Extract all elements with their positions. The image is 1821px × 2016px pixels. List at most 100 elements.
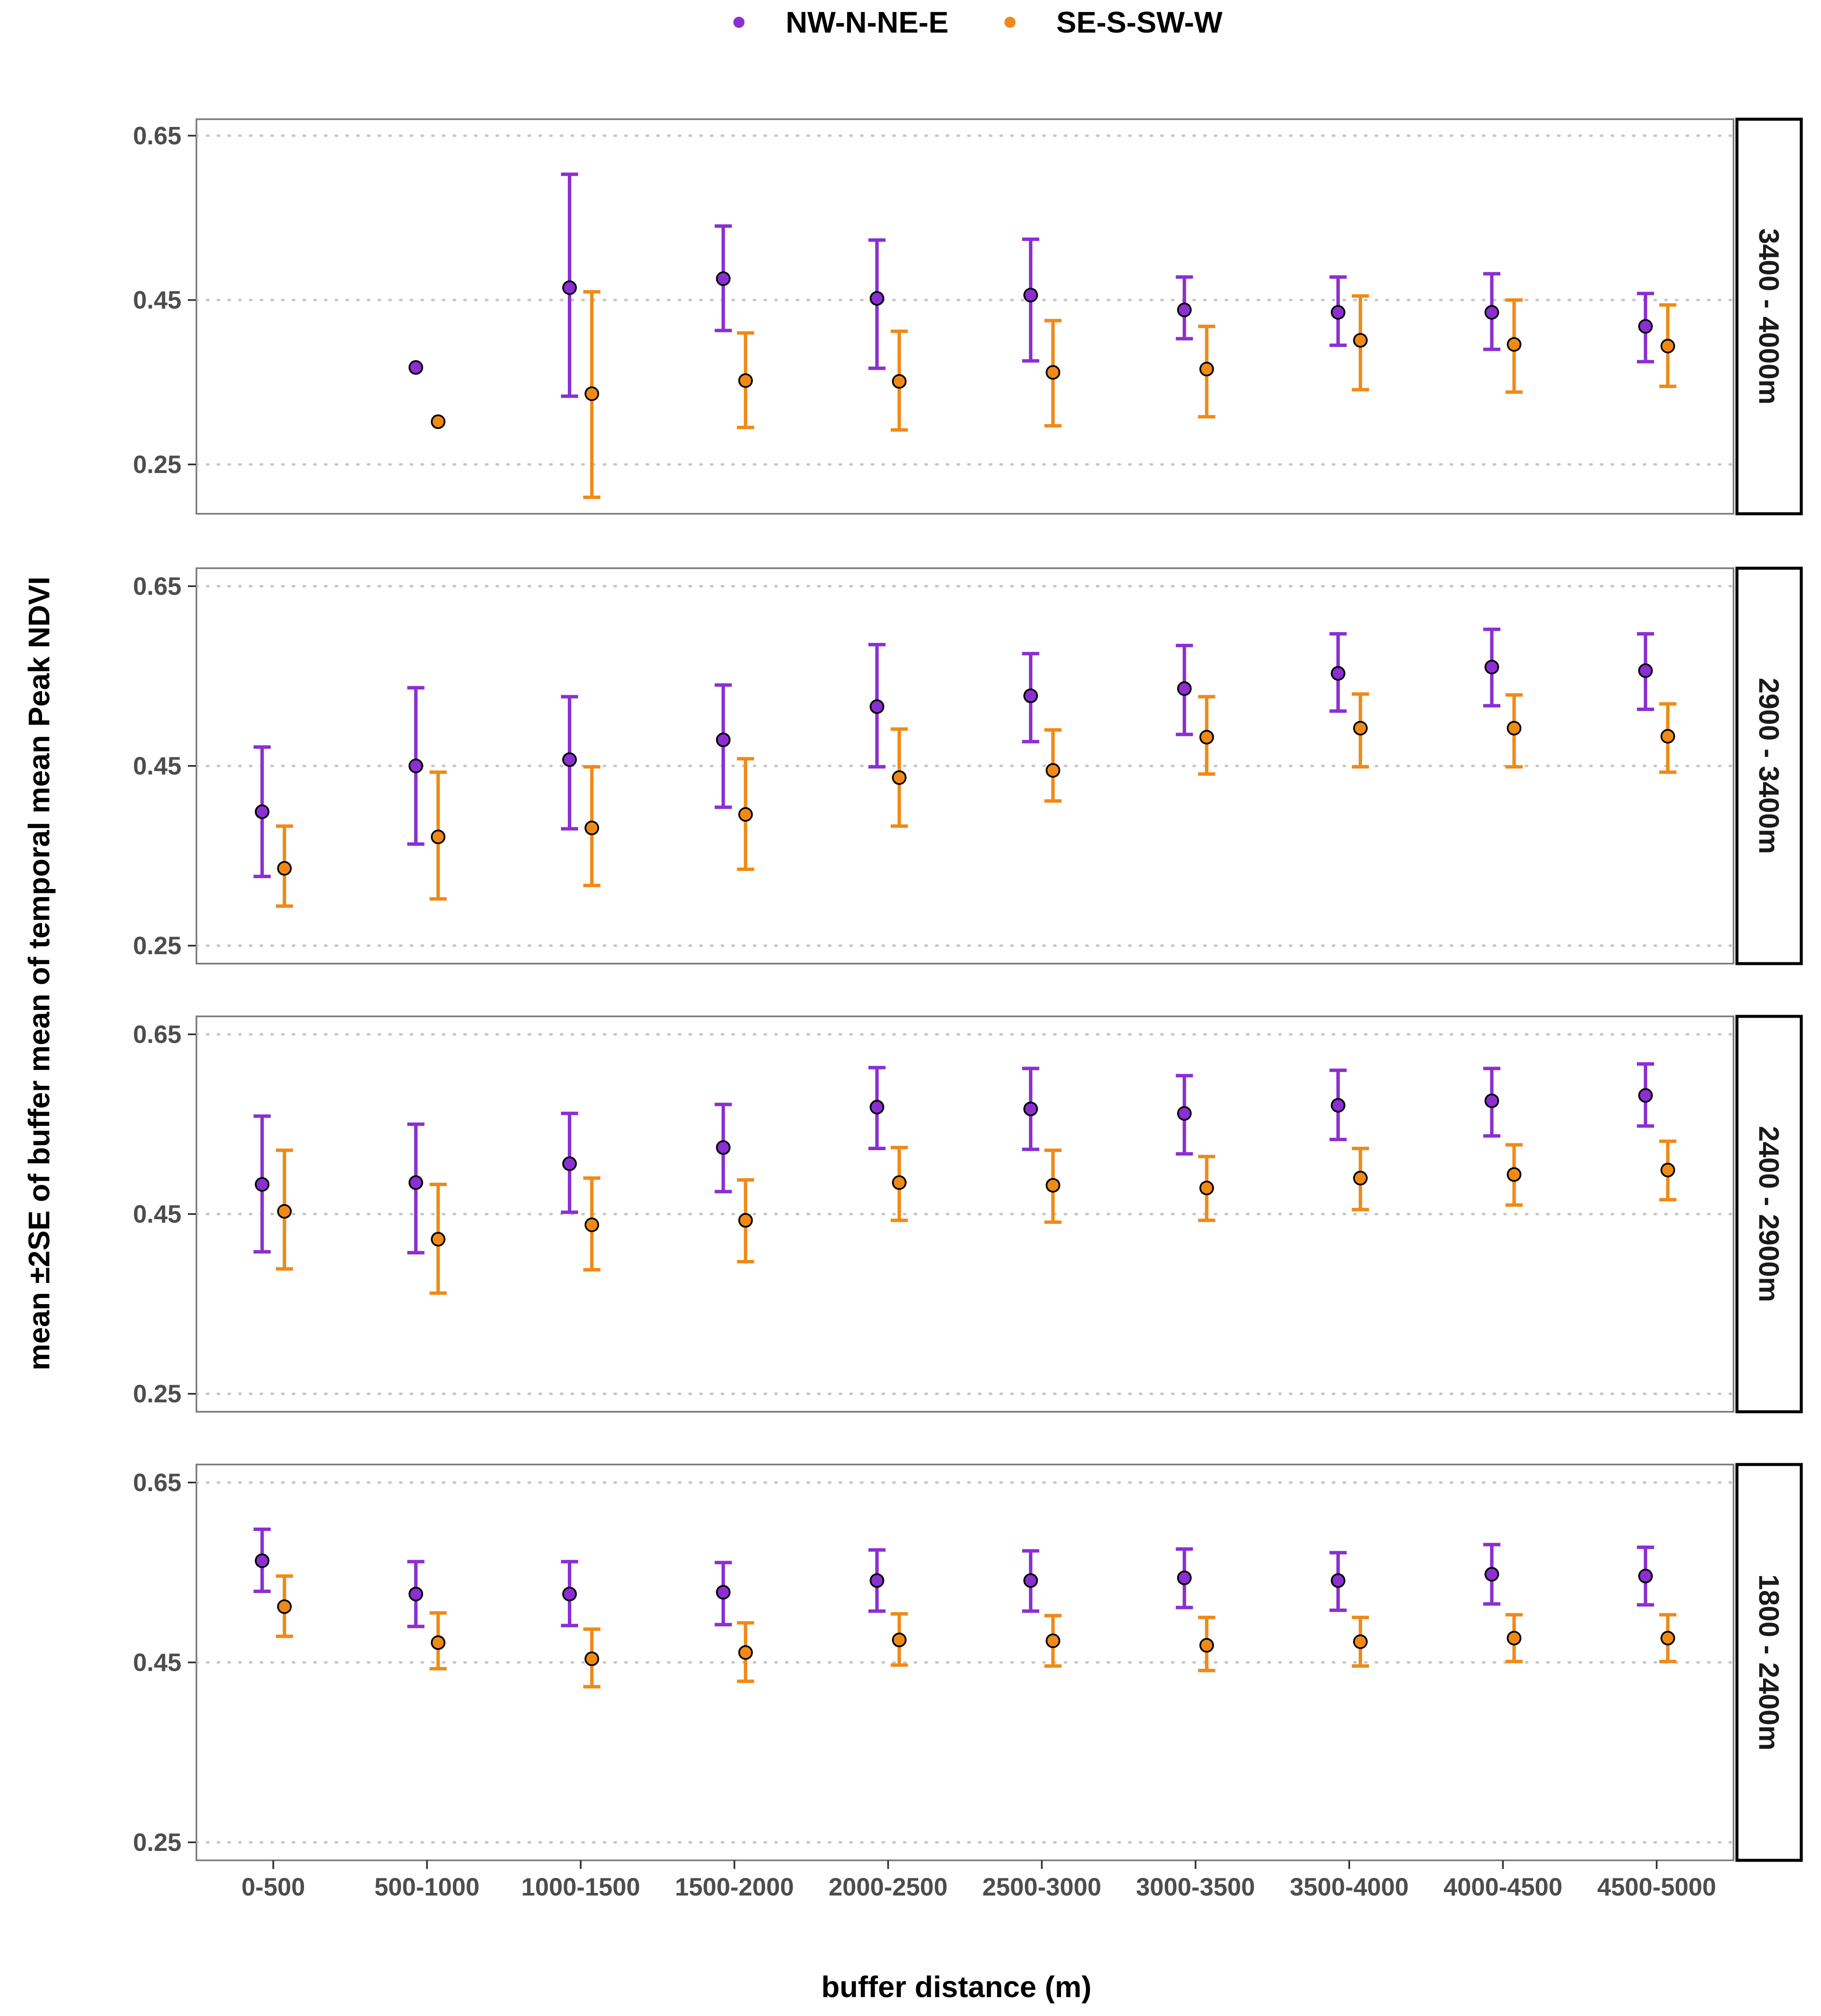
data-point — [277, 1204, 292, 1219]
series-se-s-sw-w — [276, 1139, 1676, 1295]
data-point — [408, 759, 423, 773]
data-point — [738, 373, 753, 388]
panel-2900-3400m: 0.25 0.45 0.65 2900 - 3400m — [133, 567, 1803, 965]
data-point — [408, 360, 423, 375]
y-tick-label: 0.45 — [133, 1649, 181, 1677]
y-tick-label: 0.45 — [133, 752, 181, 780]
data-point — [1484, 1093, 1499, 1108]
data-point — [277, 1599, 292, 1614]
facet-strip — [1735, 567, 1803, 965]
data-point — [1046, 1633, 1061, 1648]
legend-marker-nw — [733, 17, 745, 28]
panel-3400-4000m: 0.25 0.45 0.65 3400 - 4000m — [133, 118, 1803, 515]
data-point — [869, 1100, 884, 1115]
data-point — [1199, 1638, 1214, 1653]
facet-strip-label: 3400 - 4000m — [1753, 229, 1785, 405]
legend-label-se: SE-S-SW-W — [1056, 6, 1222, 39]
data-point — [1046, 365, 1061, 380]
data-point — [1046, 763, 1061, 778]
data-point — [869, 1573, 884, 1588]
x-tick-label: 1000-1500 — [521, 1873, 640, 1901]
y-tick-label: 0.45 — [133, 1200, 181, 1228]
data-point — [1660, 1630, 1675, 1645]
data-point — [585, 820, 599, 835]
data-point — [1507, 1630, 1522, 1645]
data-point — [1177, 1570, 1192, 1585]
y-tick-label: 0.25 — [133, 451, 181, 479]
data-point — [738, 1213, 753, 1228]
y-tick-label: 0.65 — [133, 1021, 181, 1049]
data-point — [1331, 666, 1345, 681]
data-point — [1484, 1567, 1499, 1582]
data-point — [1353, 1171, 1368, 1186]
data-point — [1177, 1106, 1192, 1121]
data-point — [562, 280, 577, 295]
data-point — [585, 1217, 599, 1233]
y-tick-label: 0.45 — [133, 286, 181, 314]
data-point — [255, 804, 270, 819]
data-point — [892, 770, 907, 785]
data-point — [562, 752, 577, 767]
x-axis: 0-500 500-1000 1000-1500 1500-2000 2000-2500… — [241, 1860, 1716, 1901]
data-point — [1660, 729, 1675, 744]
data-point — [408, 1587, 423, 1602]
series-se-s-sw-w — [276, 1574, 1676, 1689]
facet-strip — [1735, 1015, 1803, 1413]
x-tick-label: 4500-5000 — [1597, 1873, 1716, 1901]
x-tick-label: 0-500 — [241, 1873, 305, 1901]
data-point — [1177, 302, 1192, 317]
series-se-s-sw-w — [431, 290, 1676, 499]
data-point — [716, 732, 731, 747]
panel-1800-2400m: 0.25 0.45 0.65 1800 - 2400m — [133, 1463, 1803, 1862]
y-tick-label: 0.65 — [133, 573, 181, 600]
data-point — [1638, 1088, 1653, 1103]
facet-strip — [1735, 118, 1803, 515]
y-tick-label: 0.65 — [133, 1469, 181, 1497]
data-point — [738, 807, 753, 822]
data-point — [1177, 681, 1192, 696]
y-tick-label: 0.25 — [133, 1380, 181, 1408]
data-point — [1046, 1178, 1061, 1193]
data-point — [1484, 305, 1499, 320]
data-point — [1638, 319, 1653, 334]
x-tick-label: 3000-3500 — [1136, 1873, 1255, 1901]
panel-2400-2900m: 0.25 0.45 0.65 2400 - 2900m — [133, 1015, 1803, 1413]
legend-label-nw: NW-N-NE-E — [786, 6, 949, 39]
data-point — [1199, 362, 1214, 377]
facet-panels: 0.25 0.45 0.65 3400 - 4000m 0.25 0.45 0.65 2900… — [133, 118, 1803, 1862]
data-point — [738, 1645, 753, 1660]
data-point — [1023, 1573, 1038, 1588]
data-point — [408, 1175, 423, 1190]
x-tick-label: 4000-4500 — [1444, 1873, 1562, 1901]
data-point — [1507, 720, 1522, 735]
data-point — [255, 1553, 270, 1568]
data-point — [892, 374, 907, 389]
facet-strip-label: 2400 - 2900m — [1753, 1126, 1785, 1302]
data-point — [1638, 1569, 1653, 1584]
data-point — [1353, 333, 1368, 348]
x-tick-label: 500-1000 — [374, 1873, 479, 1901]
data-point — [1023, 688, 1038, 703]
data-point — [892, 1633, 907, 1648]
data-point — [431, 1635, 446, 1650]
data-point — [869, 699, 884, 714]
y-tick-label: 0.25 — [133, 1829, 181, 1856]
data-point — [255, 1177, 270, 1192]
x-axis-title: buffer distance (m) — [821, 1970, 1091, 2004]
series-nw-n-ne-e — [408, 172, 1654, 398]
data-point — [892, 1175, 907, 1190]
data-point — [1353, 720, 1368, 735]
legend-marker-se — [1004, 17, 1016, 28]
data-point — [1507, 1167, 1522, 1182]
series-nw-n-ne-e — [253, 627, 1654, 878]
facet-strip-label: 2900 - 3400m — [1753, 678, 1785, 854]
data-point — [1353, 1634, 1368, 1649]
data-point — [716, 1140, 731, 1155]
legend: NW-N-NE-E SE-S-SW-W — [733, 6, 1222, 39]
data-point — [1023, 1101, 1038, 1116]
series-nw-n-ne-e — [253, 1062, 1654, 1255]
y-tick-label: 0.25 — [133, 932, 181, 960]
panel-border — [196, 118, 1734, 515]
data-point — [1331, 305, 1345, 320]
